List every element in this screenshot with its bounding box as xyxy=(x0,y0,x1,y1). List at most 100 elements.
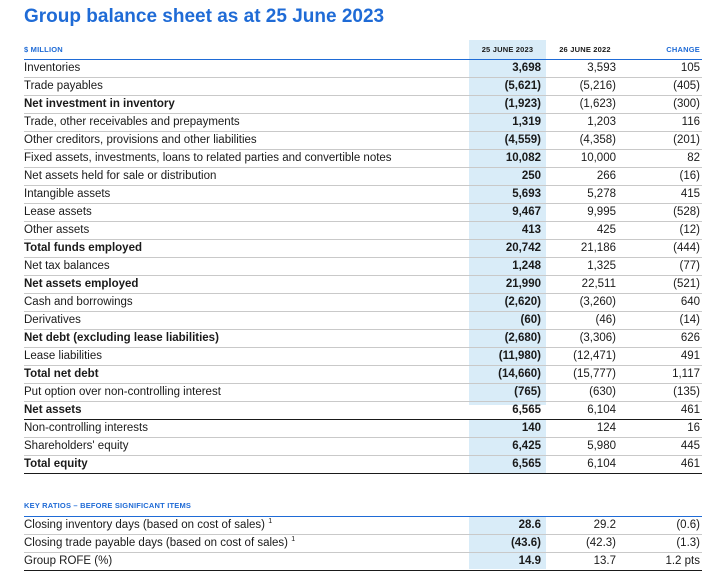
row-label: Inventories xyxy=(24,59,469,78)
value-2023: (60) xyxy=(469,311,546,330)
value-change: (135) xyxy=(624,383,702,402)
value-change: (12) xyxy=(624,221,702,240)
header-change: CHANGE xyxy=(624,40,702,60)
table-row: Total funds employed 20,742 21,186 (444) xyxy=(24,239,702,258)
value-change: (444) xyxy=(624,239,702,258)
value-change: (300) xyxy=(624,95,702,114)
value-2023: (14,660) xyxy=(469,365,546,384)
value-2023: 6,565 xyxy=(469,401,546,420)
row-label: Lease liabilities xyxy=(24,347,469,366)
table-row: Lease assets 9,467 9,995 (528) xyxy=(24,203,702,222)
row-label: Lease assets xyxy=(24,203,469,222)
row-label: Net assets xyxy=(24,401,469,420)
value-change: 461 xyxy=(624,401,702,420)
value-2023: (43.6) xyxy=(469,534,546,553)
row-label: Closing trade payable days (based on cos… xyxy=(24,534,469,553)
value-2023: (5,621) xyxy=(469,77,546,96)
value-change: 445 xyxy=(624,437,702,456)
value-2022: 266 xyxy=(546,167,624,186)
value-2023: 21,990 xyxy=(469,275,546,294)
row-label: Trade payables xyxy=(24,77,469,96)
value-change: 491 xyxy=(624,347,702,366)
value-change: 1,117 xyxy=(624,365,702,384)
footnote-marker: 1 xyxy=(268,518,273,526)
row-label: Net investment in inventory xyxy=(24,95,469,114)
table-row: Closing inventory days (based on cost of… xyxy=(24,516,702,535)
table-row: Put option over non-controlling interest… xyxy=(24,383,702,402)
value-2023: 14.9 xyxy=(469,552,546,571)
value-change: (16) xyxy=(624,167,702,186)
ratios-heading: KEY RATIOS – BEFORE SIGNIFICANT ITEMS xyxy=(24,496,469,517)
value-2023: 6,425 xyxy=(469,437,546,456)
value-2023: (4,559) xyxy=(469,131,546,150)
value-change: (0.6) xyxy=(624,516,702,535)
row-label: Net assets held for sale or distribution xyxy=(24,167,469,186)
value-2023: 413 xyxy=(469,221,546,240)
value-2022: 124 xyxy=(546,420,624,438)
key-ratios-table: KEY RATIOS – BEFORE SIGNIFICANT ITEMS Cl… xyxy=(24,496,702,571)
value-2022: (3,306) xyxy=(546,329,624,348)
table-row: Fixed assets, investments, loans to rela… xyxy=(24,149,702,168)
value-2023: (1,923) xyxy=(469,95,546,114)
value-2023: 6,565 xyxy=(469,455,546,474)
row-label: Closing inventory days (based on cost of… xyxy=(24,516,469,535)
value-2022: 5,278 xyxy=(546,185,624,204)
table-row: Cash and borrowings (2,620) (3,260) 640 xyxy=(24,293,702,312)
value-2022: 6,104 xyxy=(546,455,624,474)
row-label-text: Closing trade payable days (based on cos… xyxy=(24,537,289,549)
row-label: Shareholders' equity xyxy=(24,437,469,456)
value-2022: (4,358) xyxy=(546,131,624,150)
table-row: Trade, other receivables and prepayments… xyxy=(24,113,702,132)
value-2023: 10,082 xyxy=(469,149,546,168)
row-label: Total funds employed xyxy=(24,239,469,258)
value-change: 626 xyxy=(624,329,702,348)
balance-sheet-table: $ MILLION 25 JUNE 2023 26 JUNE 2022 CHAN… xyxy=(24,40,702,420)
value-change: 415 xyxy=(624,185,702,204)
value-2022: 13.7 xyxy=(546,552,624,571)
table-row: Closing trade payable days (based on cos… xyxy=(24,534,702,553)
value-change: (521) xyxy=(624,275,702,294)
value-2022: 22,511 xyxy=(546,275,624,294)
table-row: Net assets employed 21,990 22,511 (521) xyxy=(24,275,702,294)
value-change: (201) xyxy=(624,131,702,150)
table-row: Net tax balances 1,248 1,325 (77) xyxy=(24,257,702,276)
table-row: Net assets 6,565 6,104 461 xyxy=(24,401,702,420)
value-2023: 1,319 xyxy=(469,113,546,132)
value-2022: (1,623) xyxy=(546,95,624,114)
page-title: Group balance sheet as at 25 June 2023 xyxy=(24,6,385,27)
row-label: Fixed assets, investments, loans to rela… xyxy=(24,149,469,168)
value-2022: 21,186 xyxy=(546,239,624,258)
value-2023: 1,248 xyxy=(469,257,546,276)
value-2023: 20,742 xyxy=(469,239,546,258)
value-change: (14) xyxy=(624,311,702,330)
value-change: 116 xyxy=(624,113,702,132)
value-2023: (11,980) xyxy=(469,347,546,366)
value-change: (405) xyxy=(624,77,702,96)
table-row: Net investment in inventory (1,923) (1,623… xyxy=(24,95,702,114)
table-row: Inventories 3,698 3,593 105 xyxy=(24,59,702,78)
value-change: 105 xyxy=(624,59,702,78)
value-2022: 5,980 xyxy=(546,437,624,456)
value-2022: 1,325 xyxy=(546,257,624,276)
row-label: Derivatives xyxy=(24,311,469,330)
value-2022: (5,216) xyxy=(546,77,624,96)
table-row: Non-controlling interests 140 124 16 xyxy=(24,420,702,438)
header-2022: 26 JUNE 2022 xyxy=(546,40,624,60)
value-2022: (630) xyxy=(546,383,624,402)
row-label: Group ROFE (%) xyxy=(24,552,469,571)
row-label: Non-controlling interests xyxy=(24,420,469,438)
value-change: 640 xyxy=(624,293,702,312)
value-2023: 250 xyxy=(469,167,546,186)
value-2023: 5,693 xyxy=(469,185,546,204)
row-label: Total net debt xyxy=(24,365,469,384)
table-row: Shareholders' equity 6,425 5,980 445 xyxy=(24,437,702,456)
value-change: 1.2 pts xyxy=(624,552,702,571)
table-row: Net debt (excluding lease liabilities) (2… xyxy=(24,329,702,348)
value-2022: 3,593 xyxy=(546,59,624,78)
value-2022: 6,104 xyxy=(546,401,624,420)
row-label: Other creditors, provisions and other li… xyxy=(24,131,469,150)
row-label: Put option over non-controlling interest xyxy=(24,383,469,402)
header-2023: 25 JUNE 2023 xyxy=(469,40,546,60)
value-change: (528) xyxy=(624,203,702,222)
value-2022: (15,777) xyxy=(546,365,624,384)
